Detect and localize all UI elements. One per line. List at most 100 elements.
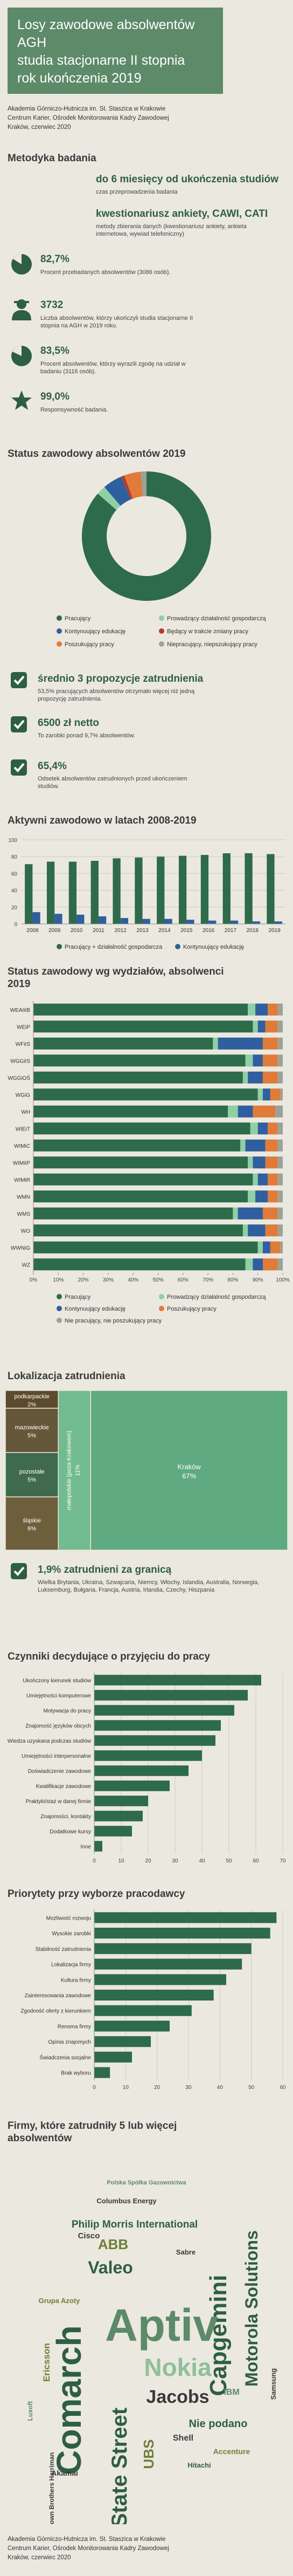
word-cloud: Polska Spółka Gazownictwa Columbus Energy…	[26, 2180, 277, 2524]
bar	[277, 1054, 283, 1067]
company-name: State Street	[108, 2408, 131, 2524]
x-tick-label: 70%	[203, 1277, 213, 1283]
x-tick-label: 2013	[136, 928, 149, 934]
chart-title: Czynniki decydujące o przyjęciu do pracy	[8, 1651, 210, 1662]
company-name: Accenture	[213, 2447, 250, 2456]
legend-marker	[57, 641, 62, 647]
bar	[178, 855, 187, 924]
bar	[265, 1224, 278, 1237]
star-icon	[11, 390, 32, 410]
bar	[255, 1003, 268, 1016]
company-name: Shell	[173, 2434, 193, 2443]
pie-slice	[104, 476, 131, 506]
bar	[208, 920, 217, 924]
bar	[135, 857, 143, 924]
company-name: Samsung	[269, 2368, 277, 2400]
x-tick-label: 2017	[225, 928, 237, 934]
bar	[277, 1122, 283, 1135]
bar	[275, 1105, 283, 1118]
person-icon	[12, 299, 31, 320]
y-tick-label: WEAIiIB	[10, 1008, 31, 1013]
bar	[277, 1071, 283, 1084]
x-tick-label: 0	[93, 1858, 96, 1864]
bar	[268, 1173, 278, 1186]
method-label: czas przeprowadzenia badania	[96, 189, 178, 195]
bar	[277, 1190, 283, 1203]
bar	[255, 1190, 268, 1203]
highlight-value: 6500 zł netto	[38, 717, 100, 729]
bar	[262, 1088, 270, 1101]
legend-marker	[159, 628, 164, 634]
bar	[68, 861, 77, 924]
y-tick-label: WH	[21, 1109, 30, 1115]
x-tick-label: 2014	[158, 928, 171, 934]
bar	[257, 1122, 268, 1135]
company-name: Motorola Solutions	[242, 2230, 261, 2387]
bar	[280, 1241, 283, 1253]
bar	[94, 1690, 248, 1701]
y-tick-label: Brak wyboru	[61, 2071, 91, 2077]
bar	[245, 853, 253, 924]
bar	[222, 853, 231, 924]
bar	[253, 1105, 276, 1118]
x-tick-label: 10	[118, 1858, 124, 1864]
bar	[94, 1720, 221, 1731]
bar	[277, 1224, 283, 1237]
bar	[33, 1054, 246, 1067]
bar	[120, 918, 129, 924]
bar	[32, 912, 40, 924]
bar	[240, 1139, 246, 1152]
treemap-cell	[5, 1408, 59, 1453]
legend-label: Niepracujący, niepszukujący pracy	[167, 641, 257, 648]
y-tick-label: Stabilność zatrudnienia	[36, 1947, 92, 1952]
bar	[164, 919, 172, 924]
company-name: Nie podano	[189, 2418, 248, 2430]
x-tick-label: 40	[199, 1858, 205, 1864]
stat-label: Procent przebadanych absolwentów (3086 o…	[40, 269, 171, 276]
y-tick-label: WIMiR	[14, 1177, 30, 1183]
y-tick-label: Motywacja do pracy	[44, 1708, 91, 1714]
x-tick-label: 2016	[203, 928, 215, 934]
treemap-cell	[5, 1496, 59, 1550]
company-name: Grupa Azoty	[39, 2297, 81, 2305]
bar	[94, 1826, 132, 1837]
bar	[76, 914, 85, 924]
legend-marker	[57, 1318, 62, 1323]
abroad-value: 1,9% zatrudnieni za granicą	[38, 1564, 172, 1575]
bar	[94, 1928, 270, 1939]
bar	[94, 1780, 170, 1791]
bar	[242, 1071, 248, 1084]
bar	[228, 1105, 238, 1118]
bar	[94, 1735, 215, 1746]
bar	[98, 916, 107, 924]
company-name: IBM	[224, 2388, 239, 2397]
bar	[94, 1765, 189, 1776]
bar	[253, 1054, 263, 1067]
bar	[113, 858, 121, 924]
title-line: rok ukończenia 2019	[17, 71, 142, 86]
bar	[33, 1105, 228, 1118]
x-tick-label: 2018	[247, 928, 259, 934]
bar	[277, 1037, 283, 1050]
bar	[33, 1224, 243, 1237]
y-tick-label: Kwalifikacje zawodowe	[36, 1784, 92, 1790]
title-line: Losy zawodowe absolwentów AGH	[17, 17, 195, 50]
bar	[257, 1241, 263, 1253]
treemap-cell	[90, 1390, 288, 1550]
company-name: Sabre	[176, 2248, 196, 2256]
bar	[245, 1258, 253, 1271]
abroad-countries: Wielka Brytania, Ukraina, Szwajcaria, Ni…	[38, 1579, 260, 1593]
bar	[33, 1037, 213, 1050]
y-tick-label: Możliwość rozwoju	[46, 1915, 91, 1921]
y-tick-label: WFiIS	[16, 1042, 31, 1047]
cell-label: podkarpackie	[14, 1393, 49, 1400]
bar	[94, 1989, 214, 2001]
y-tick-label: Doświadczenie zawodowe	[28, 1769, 92, 1775]
y-tick-label: Opinia znajomych	[48, 2039, 91, 2045]
bar	[230, 920, 239, 924]
donut-chart: Pracujący Prowadzący działalność gospodar…	[57, 471, 266, 648]
stat-value: 82,7%	[40, 254, 69, 265]
legend-marker	[159, 1306, 164, 1311]
company-name: UBS	[141, 2440, 157, 2469]
legend-label: Prowadzący działalność gospodarczą	[167, 1294, 266, 1300]
